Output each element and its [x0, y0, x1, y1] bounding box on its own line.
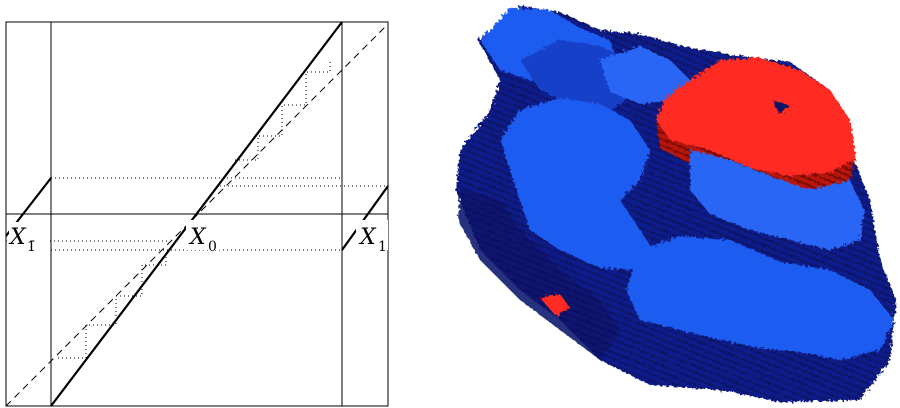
label-x-bar-1: X 1̄ [8, 222, 47, 255]
tile-light-blue-center [500, 98, 660, 270]
label-x-0-sub: 0 [208, 239, 217, 255]
map-branch-right [341, 185, 389, 251]
label-x-1-sub: 1 [378, 239, 387, 255]
label-x-bar-1-base: X [8, 225, 27, 250]
tile-light-blue-top-center [600, 46, 690, 104]
tile-light-blue-bottom [626, 236, 894, 360]
tile-red-hole [774, 100, 790, 114]
label-x-1: X 1 [356, 220, 388, 255]
label-x-bar-1-sub: 1̄ [27, 239, 36, 255]
cobweb-path-lower [58, 250, 167, 359]
tile-red-small [540, 294, 570, 316]
map-branch-center [50, 21, 343, 407]
label-x-1-base: X [358, 225, 377, 250]
interval-map-diagram: X 1̄ X 0 X 1 [5, 21, 389, 407]
label-x-0: X 0 [186, 220, 222, 255]
tile-light-blue-right [690, 150, 864, 250]
tile-navy-shadow-left [458, 190, 620, 360]
label-x-0-base: X [188, 225, 207, 250]
fractal-tiling-3d [456, 6, 896, 402]
tile-red [656, 58, 856, 176]
